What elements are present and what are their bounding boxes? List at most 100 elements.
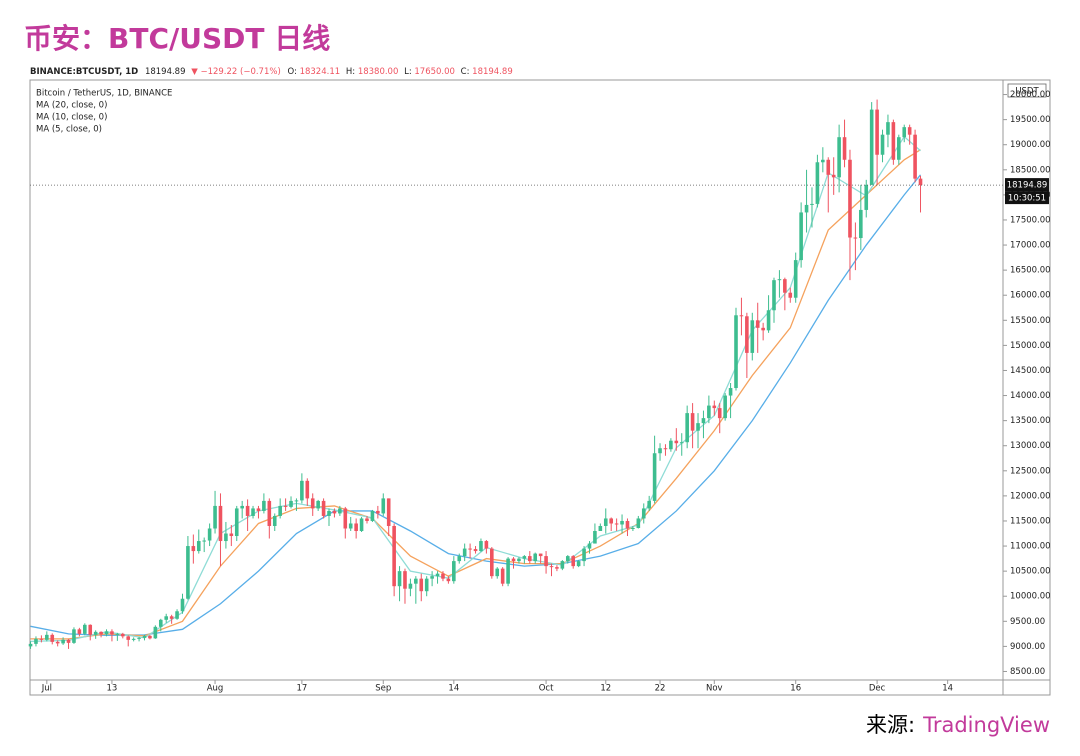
candle-body: [511, 558, 516, 562]
candle-body: [576, 561, 581, 567]
candle-body: [891, 122, 896, 160]
candle-body: [598, 525, 603, 532]
candle-body: [918, 178, 923, 186]
candle-body: [39, 638, 44, 640]
candle-body: [191, 546, 196, 552]
legend-entry: MA (10, close, 0): [36, 113, 107, 123]
candle-body: [723, 395, 727, 419]
x-tick-label: Oct: [539, 684, 554, 694]
candle-body: [321, 500, 326, 516]
x-tick-label: 17: [296, 684, 307, 694]
candle-body: [305, 480, 310, 499]
candle-body: [793, 260, 798, 298]
unit-box: [1007, 83, 1047, 98]
candle-body: [148, 635, 152, 639]
candle-body: [457, 556, 462, 562]
candle-body: [300, 480, 304, 501]
candle-body: [783, 279, 787, 293]
candle-body: [262, 500, 266, 511]
x-tick-label: 13: [107, 684, 118, 694]
candle-body: [913, 134, 917, 179]
candle-body: [517, 558, 521, 562]
candle-body: [859, 209, 863, 239]
x-tick-label: Aug: [207, 684, 224, 694]
candle-body: [777, 279, 782, 281]
candle-body: [848, 159, 852, 238]
ohlc-value: 18324.11: [300, 67, 341, 77]
legend-title: Bitcoin / TetherUS, 1D, BINANCE: [36, 89, 172, 99]
candle-body: [452, 561, 456, 582]
source: 来源: TradingView: [866, 713, 1050, 737]
candle-body: [495, 568, 500, 577]
candle-body: [636, 518, 641, 528]
candle-body: [837, 137, 841, 178]
candle-body: [137, 637, 141, 639]
candle-body: [88, 624, 93, 635]
candle-body: [110, 631, 114, 635]
candle-body: [587, 543, 592, 549]
candle-body: [229, 533, 234, 537]
y-tick-label: 13500.00: [1010, 416, 1051, 426]
ohlc-value: 18194.89: [472, 67, 513, 77]
candle-body: [354, 523, 358, 532]
y-tick-label: 10500.00: [1010, 567, 1051, 577]
x-tick-label: 12: [600, 684, 611, 694]
candle-body: [310, 498, 315, 509]
candle-body: [386, 498, 391, 526]
candle-body: [77, 629, 82, 634]
candle-body: [766, 310, 771, 331]
candle-body: [397, 571, 402, 587]
candle-body: [66, 639, 71, 643]
candle-body: [609, 518, 613, 524]
candle-body: [338, 508, 342, 514]
legend-entry: MA (5, close, 0): [36, 125, 102, 135]
candle-body: [533, 553, 538, 562]
candle-body: [175, 611, 179, 619]
candle-body: [267, 500, 272, 526]
candle-body: [245, 505, 250, 516]
candle-body: [83, 624, 87, 634]
candle-body: [614, 523, 619, 525]
candle-body: [902, 127, 907, 138]
candle-body: [186, 546, 190, 599]
candle-body: [701, 418, 706, 424]
ma-line: [30, 149, 921, 640]
x-tick-label: 22: [655, 684, 666, 694]
candle-body: [240, 505, 244, 509]
candle-body: [842, 137, 847, 160]
candle-body: [120, 633, 125, 637]
candle-body: [685, 413, 689, 443]
ohlc-label: C:: [461, 67, 470, 77]
candle-body: [620, 520, 624, 525]
candle-body: [788, 292, 793, 298]
chart-title: 币安：BTC/USDT 日线: [24, 22, 330, 55]
x-tick-label: Jul: [41, 684, 52, 694]
candle-body: [506, 558, 510, 584]
ohlc-label: L:: [404, 67, 412, 77]
candle-body: [565, 556, 570, 562]
candle-body: [348, 523, 353, 529]
candle-body: [728, 388, 733, 396]
candle-body: [359, 518, 364, 532]
y-tick-label: 15500.00: [1010, 316, 1051, 326]
candle-body: [256, 508, 261, 511]
countdown: 10:30:51: [1008, 194, 1046, 204]
candle-body: [549, 566, 554, 568]
candle-body: [745, 316, 749, 353]
ohlc-value: 17650.00: [414, 67, 455, 77]
candle-body: [755, 320, 760, 328]
candle-body: [875, 109, 879, 155]
candle-body: [674, 440, 679, 444]
candle-body: [50, 634, 55, 642]
candle-body: [251, 508, 255, 516]
symbol: BINANCE:BTCUSDT, 1D: [30, 67, 138, 77]
candle-body: [180, 598, 185, 612]
candle-body: [544, 556, 548, 567]
candle-body: [484, 541, 489, 549]
candle-body: [34, 638, 38, 644]
candle-body: [582, 548, 586, 562]
candle-body: [696, 423, 700, 431]
candle-body: [419, 578, 424, 592]
candle-body: [761, 327, 765, 331]
